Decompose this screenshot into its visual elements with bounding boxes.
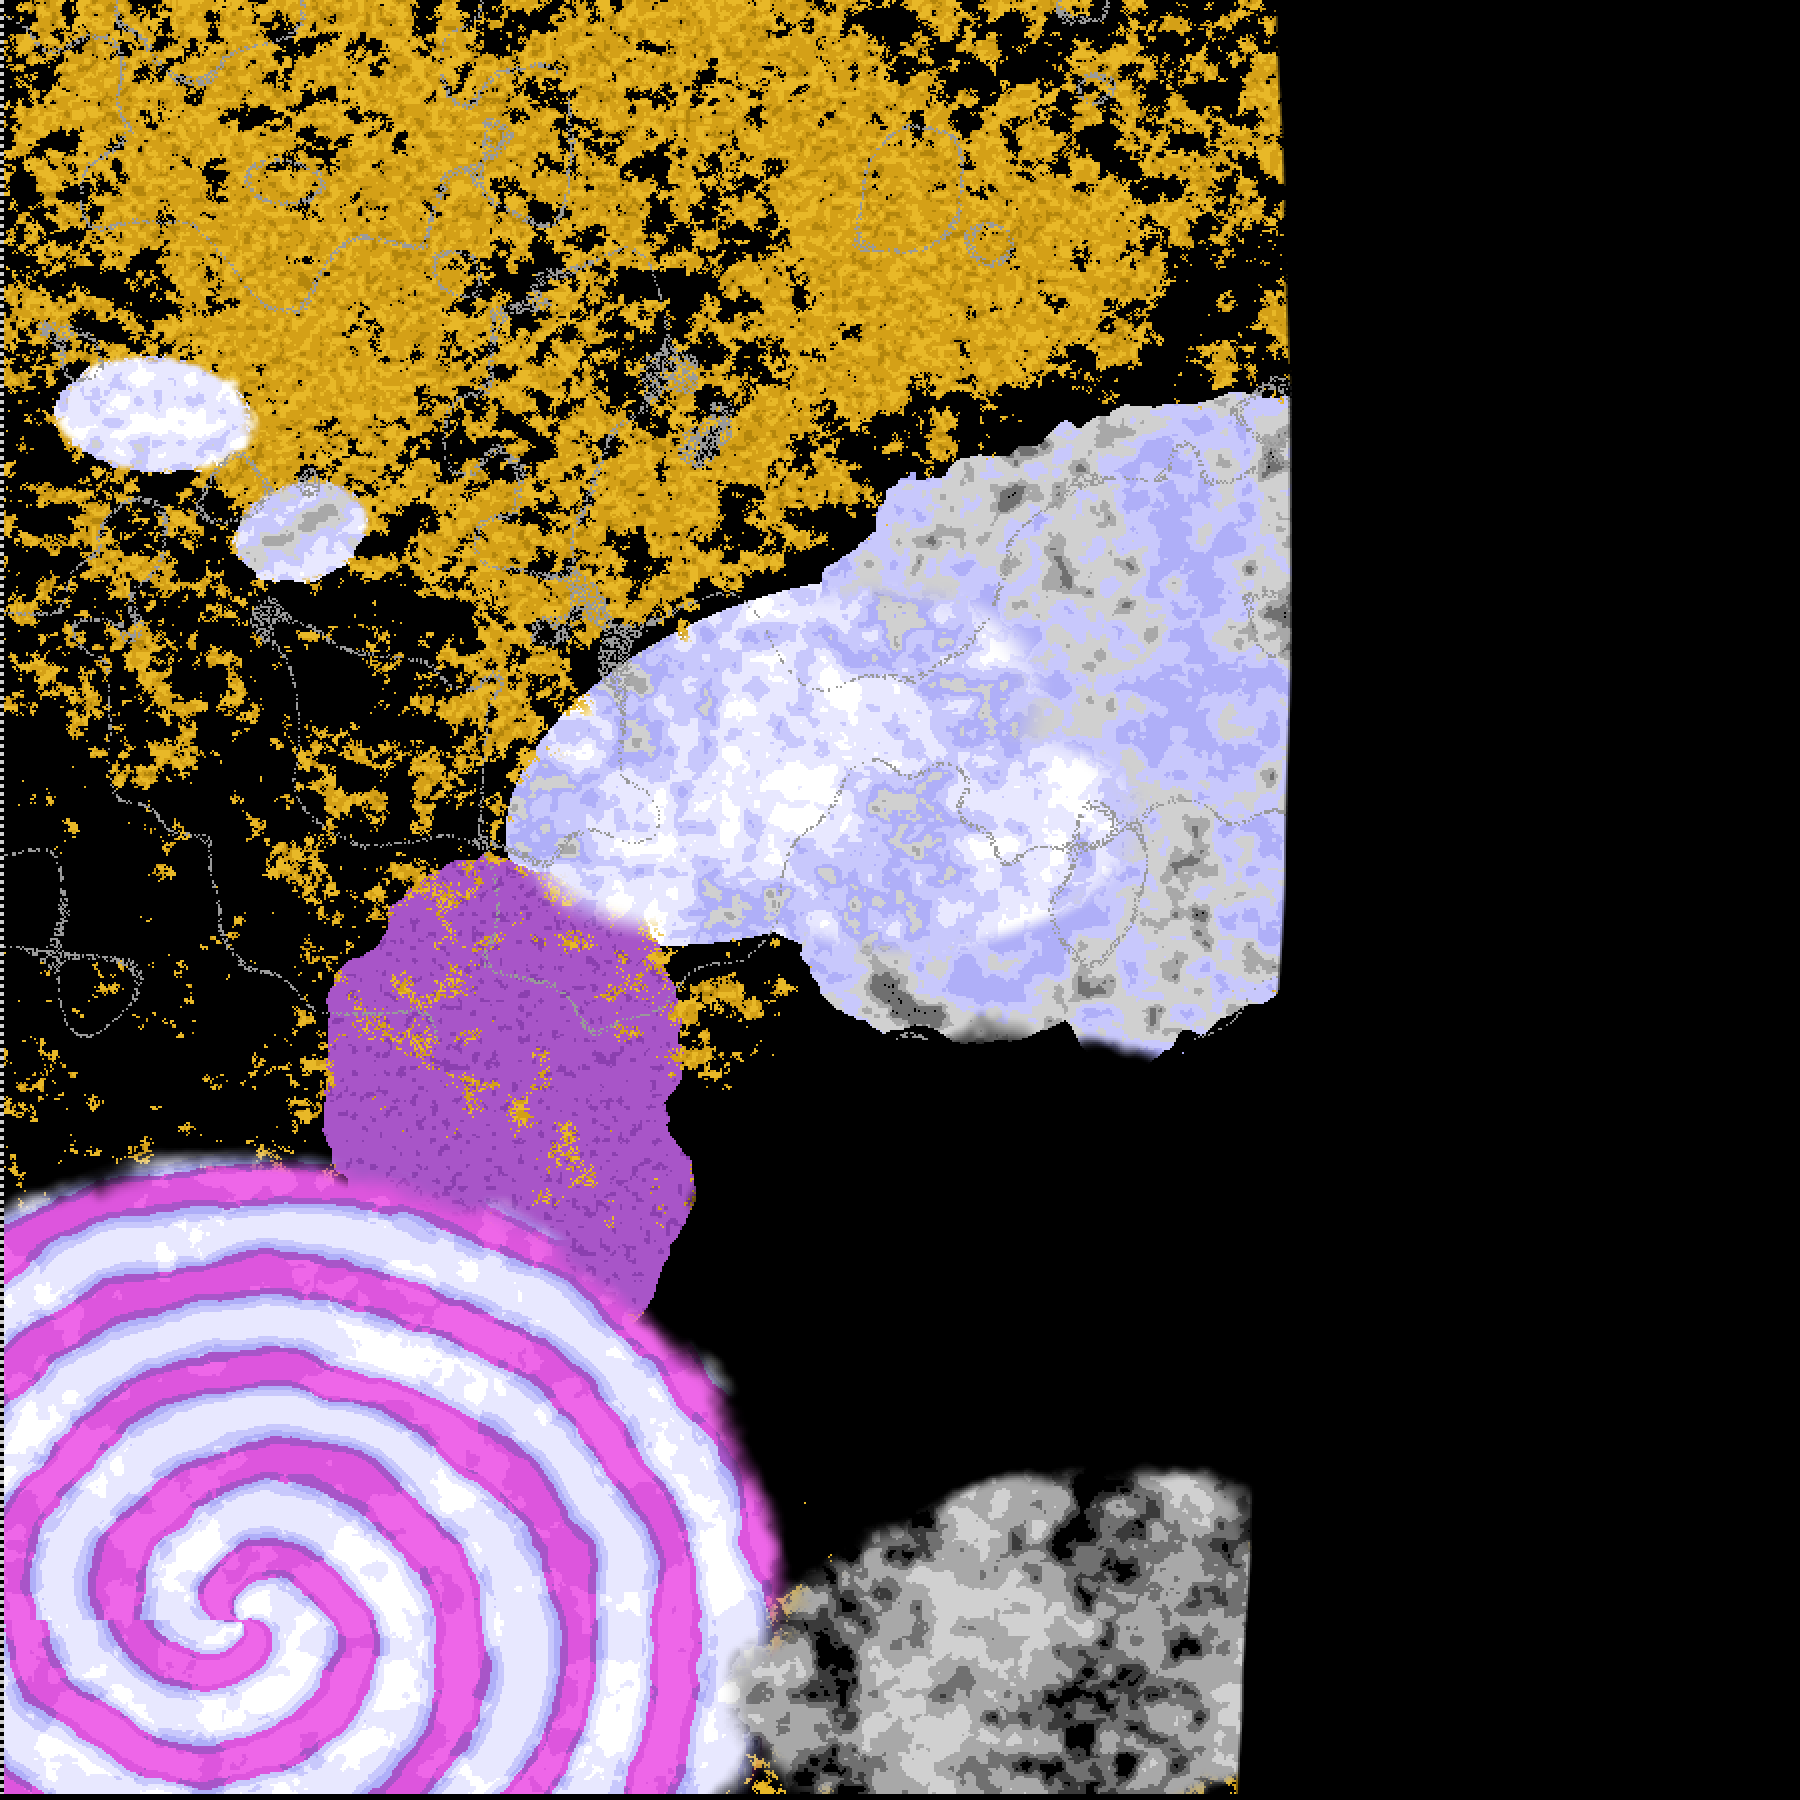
satellite-false-color-image — [0, 0, 1800, 1800]
image-viewport — [0, 0, 1800, 1800]
